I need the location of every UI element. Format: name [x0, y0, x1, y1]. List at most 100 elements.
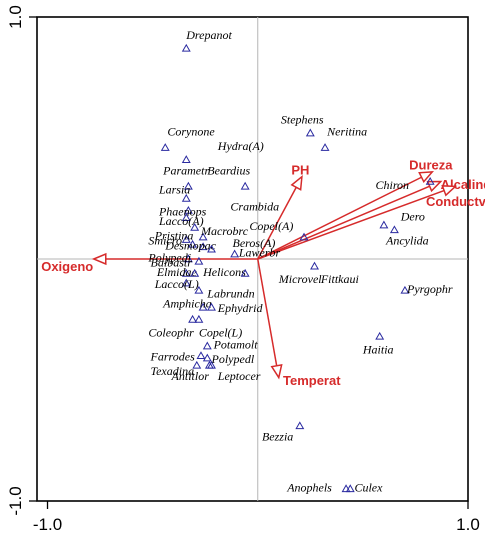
- species-antitlor: Antitlor: [171, 360, 209, 383]
- species-marker: [181, 278, 191, 287]
- species-fittkaui: Fittkaui: [310, 261, 359, 286]
- species-drepanot: Drepanot: [181, 28, 232, 52]
- species-beardius: Beardius: [207, 163, 251, 190]
- species-label: Beardius: [207, 163, 250, 177]
- species-label: Lacco(L): [154, 277, 199, 291]
- species-pristina: Pristina: [154, 229, 193, 243]
- species-label: Balbastr: [151, 255, 193, 269]
- species-marker: [196, 351, 206, 359]
- species-hydra-a: Hydra(A): [181, 139, 264, 163]
- species-microvel: Microvel: [240, 268, 322, 286]
- species-coleophr: Coleophr: [148, 314, 198, 339]
- vector-label: PH: [291, 162, 309, 177]
- species-marker: [341, 484, 351, 493]
- vector-conductv: Conductv: [257, 185, 485, 260]
- species-label: Ephydrid: [217, 301, 264, 315]
- species-marker: [181, 213, 191, 222]
- species-marker: [400, 285, 410, 294]
- y-tick-label: -1.0: [6, 486, 25, 515]
- species-label: Texadina: [151, 364, 195, 378]
- species-helicons: Helicons: [190, 265, 246, 279]
- species-labrundn: Labrundn: [194, 285, 255, 301]
- species-label: Hydra(A): [217, 139, 264, 153]
- species-marker: [188, 239, 198, 248]
- vector-arrowhead: [426, 180, 443, 193]
- species-corynone: Corynone: [160, 125, 215, 151]
- vector-dureza: Dureza: [257, 157, 453, 260]
- species-marker: [230, 249, 240, 258]
- species-lawerbr: Lawerbr: [230, 246, 281, 260]
- species-marker: [295, 421, 305, 430]
- vector-line: [257, 258, 280, 378]
- species-label: Drepanot: [185, 28, 232, 42]
- species-label: Fittkaui: [320, 272, 359, 286]
- species-label: Larsia: [158, 183, 190, 197]
- species-dero: Dero: [379, 209, 425, 229]
- species-marker: [194, 256, 204, 265]
- species-marker: [181, 155, 191, 163]
- species-marker: [202, 341, 212, 350]
- species-marker: [379, 220, 389, 229]
- species-label: Crambida: [230, 200, 279, 214]
- species-label: Neritina: [326, 125, 367, 139]
- species-culex: Culex: [345, 480, 383, 494]
- species-marker: [207, 360, 216, 369]
- species-marker: [192, 360, 202, 369]
- species-marker: [299, 232, 309, 241]
- species-marker: [375, 331, 385, 340]
- vector-label: Temperat: [283, 373, 341, 388]
- vector-ph: PH: [257, 162, 309, 260]
- vector-label: Oxigeno: [41, 259, 93, 274]
- species-marker: [389, 225, 399, 234]
- species-chiron: Chiron: [375, 176, 435, 192]
- species-label: Labrundn: [206, 287, 254, 301]
- species-label: Coleophr: [148, 325, 194, 339]
- species-beros-a: Beros(A): [207, 236, 276, 253]
- species-marker: [345, 484, 355, 493]
- species-polypedl: Polypedl: [202, 352, 255, 366]
- species-marker: [207, 302, 216, 311]
- species-balbastr: Balbastr: [151, 255, 204, 269]
- species-label: Beros(A): [233, 236, 276, 250]
- species-label: Helicons: [202, 265, 246, 279]
- axis-layer: -1.0 1.0 1.0 -1.0: [6, 5, 480, 534]
- species-anophels: Anophels: [286, 480, 351, 494]
- species-label: Parametr: [162, 163, 209, 177]
- species-stephens: Stephens: [281, 112, 324, 137]
- species-label: Macrobrc: [200, 224, 249, 238]
- species-marker: [194, 314, 204, 323]
- species-label: Polypedl: [211, 352, 255, 366]
- species-label: Stephens: [281, 112, 324, 126]
- species-label: Culex: [354, 480, 383, 494]
- species-marker: [240, 268, 250, 277]
- vector-arrowhead: [91, 252, 107, 266]
- species-marker: [198, 302, 208, 311]
- species-macrobrc: Macrobrc: [198, 224, 249, 241]
- vector-arrowhead: [441, 185, 458, 197]
- species-amphicha: Amphicha: [162, 296, 212, 311]
- y-tick-label: 1.0: [6, 5, 25, 29]
- vector-arrowhead: [418, 171, 435, 184]
- species-marker: [425, 176, 435, 185]
- species-marker: [310, 261, 319, 270]
- species-larsia: Larsia: [158, 183, 191, 202]
- vector-label: Conductv: [426, 194, 485, 209]
- species-marker: [183, 205, 193, 214]
- species-label: Pyrgophr: [406, 282, 453, 296]
- species-marker: [198, 232, 208, 241]
- species-label: Chiron: [375, 178, 409, 192]
- vector-arrowhead: [290, 175, 303, 191]
- species-pyrgophr: Pyrgophr: [400, 282, 453, 296]
- species-label: Dero: [400, 209, 425, 223]
- species-label: Amphicha: [162, 296, 212, 310]
- species-marker: [202, 353, 212, 362]
- species-marker: [240, 181, 250, 190]
- species-marker: [198, 242, 208, 251]
- x-tick-label: 1.0: [456, 515, 480, 534]
- species-desmopac: Desmopac: [164, 238, 216, 252]
- species-marker: [194, 285, 204, 294]
- species-marker: [190, 268, 200, 277]
- species-marker: [160, 143, 170, 151]
